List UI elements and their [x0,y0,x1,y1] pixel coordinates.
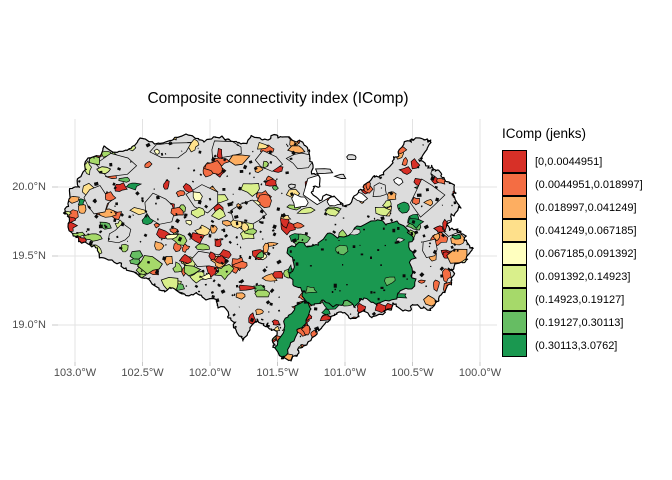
legend-item: (0.018997,0.041249] [502,196,643,219]
legend: IComp (jenks) [0,0.0044951] (0.0044951,0.… [502,126,643,357]
legend-item: (0.041249,0.067185] [502,219,643,242]
map-region [63,134,474,361]
island-polygon [314,168,334,175]
legend-item-label: (0.018997,0.041249] [535,201,637,214]
legend-item-label: [0,0.0044951] [535,155,603,168]
x-axis-tick-label: 100.0°W [458,367,502,379]
x-axis-tick-label: 101.0°W [323,367,367,379]
island-polygon [346,154,357,161]
legend-item-label: (0.19127,0.30113] [535,316,624,329]
legend-item-label: (0.067185,0.091392] [535,247,637,260]
legend-items: [0,0.0044951] (0.0044951,0.018997] (0.0189… [502,150,643,357]
x-axis-tick-label: 102.5°W [121,367,164,379]
y-axis-tick-label: 20.0°N [12,181,46,193]
island-polygon [288,183,296,190]
legend-item: [0,0.0044951] [502,150,643,173]
high-connectivity-green-region [286,219,417,308]
legend-item: (0.091392,0.14923] [502,265,643,288]
y-axis-tick-label: 19.5°N [12,250,46,262]
legend-item: (0.067185,0.091392] [502,242,643,265]
legend-swatch [502,173,527,196]
legend-swatch [502,288,527,311]
legend-item: (0.14923,0.19127] [502,288,643,311]
legend-swatch [502,242,527,265]
island-polygon [333,173,347,179]
chart-title: Composite connectivity index (IComp) [147,90,409,107]
legend-swatch [502,265,527,288]
x-axis-tick-label: 101.5°W [256,367,299,379]
map-outline [62,133,474,362]
legend-swatch [502,196,527,219]
legend-item: (0.0044951,0.018997] [502,173,643,196]
legend-title: IComp (jenks) [502,126,587,141]
legend-item-label: (0.091392,0.14923] [535,270,631,283]
legend-swatch [502,219,527,242]
x-axis-tick-label: 102.0°W [188,367,232,379]
legend-item-label: (0.14923,0.19127] [535,293,625,306]
legend-item-label: (0.0044951,0.018997] [535,178,643,191]
legend-item: (0.30113,3.0762] [502,334,643,357]
x-axis-tick-label: 103.0°W [53,367,97,379]
x-axis-tick-label: 100.5°W [391,367,434,379]
legend-item: (0.19127,0.30113] [502,311,643,334]
legend-swatch [502,334,527,357]
legend-item-label: (0.041249,0.067185] [535,224,637,237]
legend-swatch [502,311,527,334]
legend-swatch [502,150,527,173]
y-axis-tick-label: 19.0°N [12,319,46,331]
legend-item-label: (0.30113,3.0762] [535,339,618,352]
